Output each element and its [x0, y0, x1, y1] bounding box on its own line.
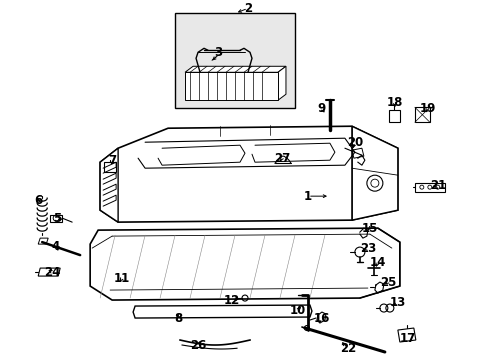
Text: 10: 10	[289, 303, 305, 316]
Polygon shape	[277, 66, 285, 100]
Text: 22: 22	[339, 342, 355, 355]
Polygon shape	[351, 148, 363, 158]
Polygon shape	[100, 148, 118, 222]
Text: 23: 23	[359, 242, 375, 255]
Polygon shape	[50, 215, 62, 222]
Text: 5: 5	[53, 212, 61, 225]
Bar	[175, 13, 294, 108]
Text: 13: 13	[389, 296, 405, 309]
Text: 1: 1	[303, 190, 311, 203]
Text: 18: 18	[386, 96, 402, 109]
Polygon shape	[100, 126, 397, 222]
Text: 7: 7	[108, 154, 116, 167]
Polygon shape	[184, 66, 285, 72]
Text: 19: 19	[419, 102, 435, 115]
Polygon shape	[133, 305, 311, 318]
Text: 25: 25	[379, 275, 395, 289]
Polygon shape	[414, 183, 444, 192]
Text: 3: 3	[214, 46, 222, 59]
Text: 21: 21	[429, 179, 445, 192]
Text: 15: 15	[361, 222, 377, 235]
Text: 20: 20	[346, 136, 362, 149]
Text: 16: 16	[313, 311, 329, 324]
Polygon shape	[90, 228, 399, 300]
Text: 11: 11	[114, 271, 130, 284]
Text: 26: 26	[189, 338, 206, 351]
Polygon shape	[388, 110, 399, 122]
Polygon shape	[104, 162, 116, 172]
Polygon shape	[38, 238, 48, 244]
Text: 8: 8	[174, 311, 182, 324]
Text: 12: 12	[224, 293, 240, 307]
Polygon shape	[397, 328, 415, 342]
Polygon shape	[38, 268, 60, 276]
Polygon shape	[414, 107, 429, 122]
Text: 27: 27	[273, 152, 289, 165]
Polygon shape	[184, 72, 277, 100]
Polygon shape	[351, 126, 397, 220]
Text: 6: 6	[34, 194, 42, 207]
Text: 24: 24	[44, 266, 60, 279]
Text: 17: 17	[399, 332, 415, 345]
Text: 9: 9	[317, 102, 325, 115]
Text: 4: 4	[51, 240, 59, 253]
Text: 2: 2	[244, 2, 251, 15]
Text: 14: 14	[369, 256, 385, 269]
